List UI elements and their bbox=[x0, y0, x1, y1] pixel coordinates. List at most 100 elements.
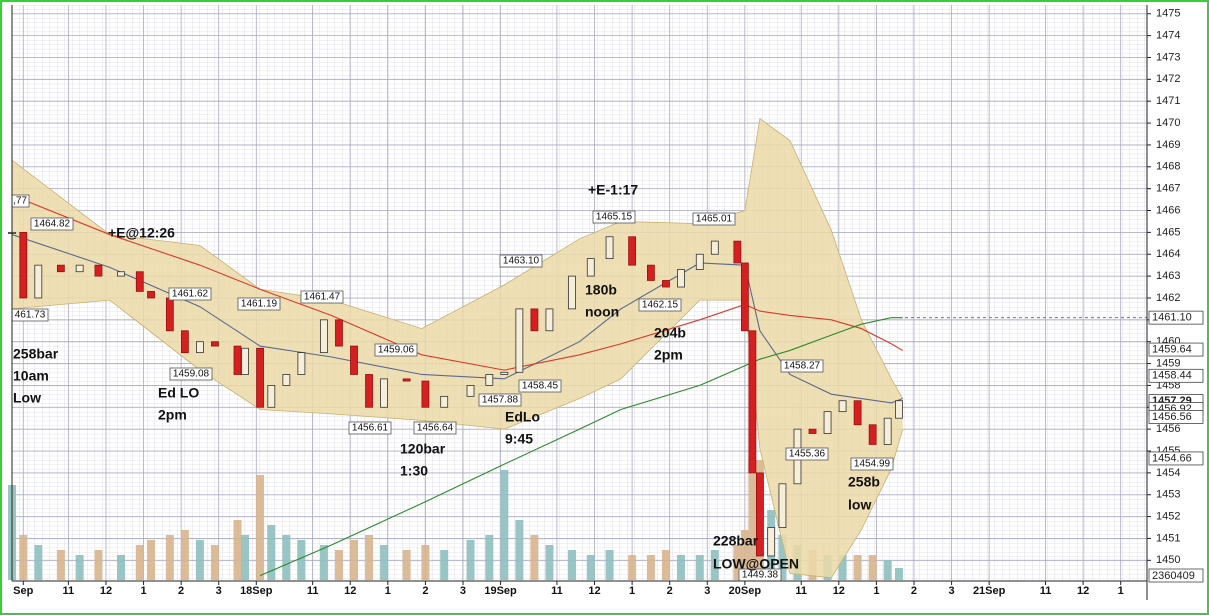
candle bbox=[165, 297, 174, 332]
volume-bar bbox=[380, 545, 389, 580]
annotation: 9:45 bbox=[505, 431, 533, 447]
callout: 1458.27 bbox=[780, 359, 824, 373]
axis-marker: 1461.10 bbox=[1148, 310, 1204, 325]
annotation: Low bbox=[13, 390, 41, 406]
candle bbox=[440, 395, 449, 408]
candle bbox=[117, 271, 125, 277]
volume-bar bbox=[180, 530, 189, 580]
y-tick-label: 1466 bbox=[1156, 204, 1180, 216]
line-layer bbox=[11, 194, 1147, 577]
callout: 1464.82 bbox=[30, 217, 74, 231]
svg-text:1454.99: 1454.99 bbox=[854, 459, 891, 470]
candle bbox=[297, 352, 306, 375]
x-tick-label: 11 bbox=[63, 585, 75, 597]
candle bbox=[402, 378, 411, 382]
volume-bar bbox=[210, 545, 219, 580]
volume-bar bbox=[233, 520, 242, 580]
candle bbox=[34, 264, 43, 299]
axis-marker: 1454.66 bbox=[1148, 451, 1204, 466]
axis-marker-box bbox=[1148, 310, 1204, 325]
x-tick-label: 1 bbox=[629, 585, 635, 597]
callouts: 1464.82 461.73 ,77 1461.62 1459.08 1461.… bbox=[11, 194, 894, 582]
annotation: 2pm bbox=[654, 347, 683, 363]
x-tick-label: 21Sep bbox=[973, 585, 1006, 597]
candle-layer bbox=[8, 231, 903, 557]
y-tick-label: 1451 bbox=[1156, 532, 1180, 544]
y-tick-label: 1452 bbox=[1156, 511, 1180, 523]
callout: 1465.01 bbox=[692, 212, 736, 226]
x-tick-label: 19Sep bbox=[484, 585, 517, 597]
candle bbox=[605, 236, 614, 260]
callout: 1462.15 bbox=[638, 298, 682, 312]
volume-bar bbox=[334, 550, 343, 580]
y-tick-label: 1464 bbox=[1156, 248, 1180, 260]
svg-text:,77: ,77 bbox=[13, 196, 27, 207]
y-tick-label: 1473 bbox=[1156, 51, 1180, 63]
candle bbox=[677, 269, 685, 288]
svg-text:1462.15: 1462.15 bbox=[642, 300, 679, 311]
volume-bar bbox=[485, 535, 494, 580]
callout: 1456.61 bbox=[348, 421, 392, 435]
axis-marker: 1459.64 bbox=[1148, 342, 1204, 357]
candle bbox=[75, 264, 84, 273]
volume-bar bbox=[894, 568, 903, 580]
volume-bar bbox=[500, 470, 509, 580]
volume-bar bbox=[402, 550, 411, 580]
candle bbox=[56, 264, 65, 273]
axis-marker-label: 1458.44 bbox=[1152, 370, 1192, 382]
y-tick-label: 1463 bbox=[1156, 270, 1180, 282]
volume-bar bbox=[365, 535, 374, 580]
volume-bar bbox=[646, 555, 655, 580]
candle bbox=[733, 240, 742, 264]
annotation: low bbox=[848, 497, 871, 513]
y-tick-label: 1454 bbox=[1156, 467, 1180, 479]
svg-text:461.73: 461.73 bbox=[15, 310, 46, 321]
callout: 1463.10 bbox=[499, 254, 543, 268]
callout: 461.73 bbox=[11, 308, 49, 322]
callout: 1465.15 bbox=[592, 210, 636, 224]
volume-bar bbox=[297, 540, 306, 580]
svg-text:1465.15: 1465.15 bbox=[596, 212, 633, 223]
axis-marker: 1458.44 bbox=[1148, 368, 1204, 383]
annotation: +E@12:26 bbox=[108, 225, 175, 241]
volume-bar bbox=[695, 555, 704, 580]
candle bbox=[695, 253, 704, 270]
annotations: +E@12:26 258bar 10am Low Ed LO 2pm 120ba… bbox=[13, 182, 880, 572]
svg-text:1464.82: 1464.82 bbox=[34, 219, 71, 230]
volume-bar bbox=[135, 545, 144, 580]
svg-text:1455.36: 1455.36 bbox=[789, 449, 826, 460]
candle bbox=[662, 280, 670, 288]
callout: 1458.45 bbox=[518, 379, 562, 393]
annotation: 2pm bbox=[158, 407, 187, 423]
candle bbox=[380, 378, 388, 408]
annotation: noon bbox=[585, 304, 619, 320]
volume-bar bbox=[545, 545, 554, 580]
callout: 1461.62 bbox=[168, 287, 212, 301]
candle bbox=[647, 264, 655, 281]
volume-bar bbox=[676, 555, 685, 580]
candle bbox=[710, 240, 719, 255]
svg-text:1458.45: 1458.45 bbox=[522, 381, 559, 392]
callout: 1459.06 bbox=[374, 343, 418, 357]
volume-bar bbox=[530, 535, 539, 580]
x-tick-label: 2 bbox=[178, 585, 184, 597]
x-tick-label: 11 bbox=[795, 585, 807, 597]
callout: 1461.47 bbox=[300, 290, 344, 304]
svg-text:1449.38: 1449.38 bbox=[742, 570, 779, 581]
y-tick-label: 1467 bbox=[1156, 183, 1180, 195]
candle bbox=[868, 424, 877, 445]
x-tick-label: 20Sep bbox=[729, 585, 762, 597]
band-area bbox=[12, 118, 903, 578]
volume-bar bbox=[466, 540, 475, 580]
candle bbox=[256, 347, 264, 408]
candle bbox=[755, 472, 764, 557]
volume-bar bbox=[628, 555, 637, 580]
callout: 1459.08 bbox=[169, 367, 213, 381]
candle bbox=[485, 374, 494, 386]
volume-bar bbox=[661, 550, 670, 580]
axis-marker-box bbox=[1148, 368, 1204, 383]
volume-bar bbox=[165, 535, 174, 580]
volume-bar bbox=[267, 525, 276, 580]
x-tick-label: 2 bbox=[422, 585, 428, 597]
